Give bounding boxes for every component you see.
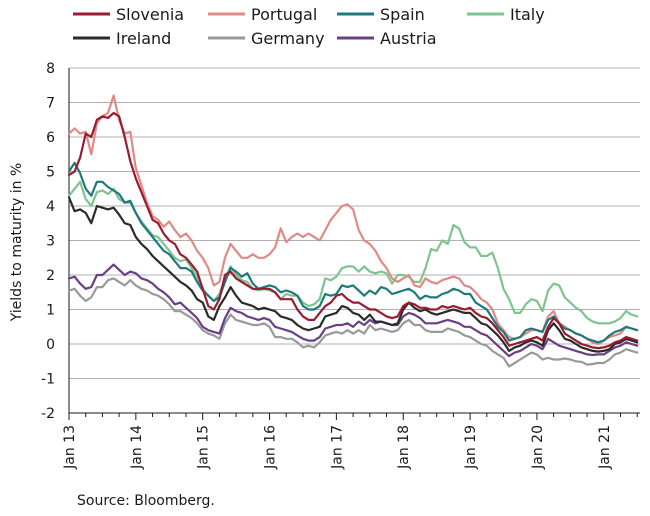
series-line-germany [67,277,639,368]
legend-label-slovenia: Slovenia [116,5,184,24]
x-tick-label: Jan 17 [329,425,345,470]
y-tick-label: 1 [46,303,55,319]
legend-label-germany: Germany [251,29,325,48]
x-tick-label: Jan 13 [62,425,78,470]
x-tick-label: Jan 19 [463,425,479,470]
x-tick-label: Jan 21 [597,425,613,470]
series-lines [67,94,639,368]
legend-label-italy: Italy [510,5,545,24]
x-tick-label: Jan 16 [263,425,279,470]
series-line-italy [67,180,639,325]
y-axis-label: Yields to maturity in % [9,163,25,323]
legend: Slovenia Portugal Spain Italy Ireland Germany… [73,5,545,48]
y-tick-label: -2 [41,406,55,422]
y-tick-label: 4 [46,199,55,215]
x-tick-label: Jan 15 [196,425,212,470]
x-axis: Jan 13 Jan 14 Jan 15 Jan 16 Jan 17 Jan 18 Jan … [62,68,640,470]
y-tick-label: 8 [46,61,55,77]
legend-label-portugal: Portugal [251,5,317,24]
source-note: Source: Bloomberg. [77,493,215,509]
y-tick-label: -1 [41,372,55,388]
x-tick-label: Jan 14 [129,425,145,470]
y-tick-labels: -2 -1 0 1 2 3 4 5 6 7 8 [41,61,55,422]
series-line-austria [67,263,639,358]
y-tick-label: 7 [46,96,55,112]
legend-label-spain: Spain [380,5,425,24]
legend-label-austria: Austria [380,29,437,48]
y-tick-label: 2 [46,268,55,284]
y-tick-label: 3 [46,234,55,250]
series-line-spain [67,161,639,344]
legend-label-ireland: Ireland [116,29,171,48]
x-tick-label: Jan 18 [396,425,412,470]
y-tick-label: 6 [46,130,55,146]
x-tick-label: Jan 20 [530,425,546,470]
series-line-ireland [67,196,639,353]
y-tick-label: 0 [46,337,55,353]
y-tick-label: 5 [46,165,55,181]
series-line-slovenia [67,111,639,350]
